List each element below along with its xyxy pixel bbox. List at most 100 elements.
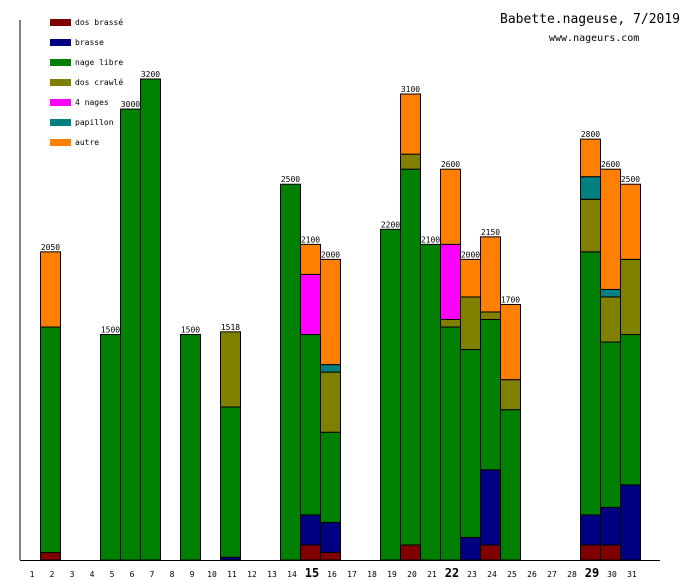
bar-segment-day-20-autre bbox=[400, 93, 421, 155]
x-tick-label-1: 1 bbox=[30, 570, 35, 579]
bar-segment-day-29-papillon bbox=[580, 176, 601, 200]
total-label-day-22: 2600 bbox=[441, 160, 460, 169]
legend-label-autre: autre bbox=[75, 138, 99, 147]
x-tick-label-2: 2 bbox=[50, 570, 55, 579]
x-tick-label-24: 24 bbox=[487, 570, 497, 579]
x-tick-label-21: 21 bbox=[427, 570, 437, 579]
bar-segment-day-23-nage-libre bbox=[460, 349, 481, 538]
bar-segment-day-23-dos-crawlé bbox=[460, 296, 481, 351]
bar-segment-day-15-4-nages bbox=[300, 273, 321, 336]
bar-segment-day-19-nage-libre bbox=[380, 228, 401, 561]
x-tick-label-22: 22 bbox=[445, 566, 459, 580]
bar-segment-day-29-dos-brassé bbox=[580, 544, 601, 561]
x-tick-label-14: 14 bbox=[287, 570, 297, 579]
bar-segment-day-30-dos-brassé bbox=[600, 544, 621, 561]
legend-label-brasse: brasse bbox=[75, 38, 104, 47]
x-tick-label-10: 10 bbox=[207, 570, 217, 579]
bar-segment-day-23-brasse bbox=[460, 536, 481, 561]
x-tick-label-7: 7 bbox=[150, 570, 155, 579]
legend-swatch-4-nages bbox=[50, 99, 71, 106]
bar-segment-day-29-nage-libre bbox=[580, 251, 601, 516]
bar-segment-day-15-autre bbox=[300, 243, 321, 275]
bar-segment-day-16-papillon bbox=[320, 364, 341, 373]
x-tick-label-6: 6 bbox=[130, 570, 135, 579]
x-tick-label-15: 15 bbox=[305, 566, 319, 580]
total-label-day-30: 2600 bbox=[601, 160, 620, 169]
x-tick-label-30: 30 bbox=[607, 570, 617, 579]
total-label-day-16: 2000 bbox=[321, 250, 340, 259]
bar-segment-day-31-nage-libre bbox=[620, 334, 641, 486]
x-tick-label-31: 31 bbox=[627, 570, 637, 579]
legend-label-nage-libre: nage libre bbox=[75, 58, 123, 67]
bar-segment-day-11-dos-crawlé bbox=[220, 331, 241, 408]
legend-label-dos-brassé: dos brassé bbox=[75, 17, 123, 27]
total-label-day-9: 1500 bbox=[181, 326, 200, 335]
bar-segment-day-16-brasse bbox=[320, 521, 341, 553]
bar-segment-day-31-dos-crawlé bbox=[620, 258, 641, 336]
total-label-day-23: 2000 bbox=[461, 250, 480, 259]
total-label-day-7: 3200 bbox=[141, 70, 160, 79]
legend-label-papillon: papillon bbox=[75, 118, 114, 127]
bar-segment-day-20-dos-crawlé bbox=[400, 153, 421, 170]
bar-segment-day-6-nage-libre bbox=[120, 108, 141, 561]
x-tick-label-20: 20 bbox=[407, 570, 417, 579]
x-tick-label-26: 26 bbox=[527, 570, 537, 579]
chart-title: Babette.nageuse, 7/2019 bbox=[500, 12, 680, 27]
x-tick-label-27: 27 bbox=[547, 570, 557, 579]
bar-segment-day-20-nage-libre bbox=[400, 168, 421, 546]
legend-swatch-papillon bbox=[50, 119, 71, 126]
total-label-day-2: 2050 bbox=[41, 243, 60, 252]
bar-segment-day-16-nage-libre bbox=[320, 431, 341, 523]
x-tick-label-3: 3 bbox=[70, 570, 75, 579]
x-tick-label-4: 4 bbox=[90, 570, 95, 579]
bar-segment-day-5-nage-libre bbox=[100, 334, 121, 561]
bar-segment-day-15-nage-libre bbox=[300, 334, 321, 516]
bar-segment-day-9-nage-libre bbox=[180, 334, 201, 561]
bar-segment-day-24-brasse bbox=[480, 469, 501, 546]
bar-segment-day-29-brasse bbox=[580, 514, 601, 546]
total-label-day-19: 2200 bbox=[381, 220, 400, 229]
x-tick-label-11: 11 bbox=[227, 570, 237, 579]
legend-label-4-nages: 4 nages bbox=[75, 98, 109, 107]
x-tick-label-23: 23 bbox=[467, 570, 477, 579]
bar-segment-day-23-autre bbox=[460, 258, 481, 298]
x-tick-label-28: 28 bbox=[567, 570, 577, 579]
legend-swatch-nage-libre bbox=[50, 59, 71, 66]
bar-segment-day-31-autre bbox=[620, 183, 641, 260]
total-label-day-15: 2100 bbox=[301, 235, 320, 244]
total-label-day-24: 2150 bbox=[481, 228, 500, 237]
bar-segment-day-22-nage-libre bbox=[440, 326, 461, 561]
bar-segment-day-16-dos-brassé bbox=[320, 551, 341, 561]
total-label-day-31: 2500 bbox=[621, 175, 640, 184]
bar-segment-day-29-autre bbox=[580, 138, 601, 178]
bar-segment-day-30-autre bbox=[600, 168, 621, 290]
x-tick-label-18: 18 bbox=[367, 570, 377, 579]
total-label-day-14: 2500 bbox=[281, 175, 300, 184]
bar-segment-day-29-dos-crawlé bbox=[580, 198, 601, 253]
x-tick-label-29: 29 bbox=[585, 566, 599, 580]
x-tick-label-5: 5 bbox=[110, 570, 115, 579]
bar-segment-day-16-autre bbox=[320, 258, 341, 366]
bar-segment-day-24-dos-crawlé bbox=[480, 311, 501, 320]
legend-swatch-dos-brassé bbox=[50, 19, 71, 26]
bar-segment-day-30-dos-crawlé bbox=[600, 296, 621, 343]
bar-segment-day-25-nage-libre bbox=[500, 409, 521, 561]
x-tick-label-13: 13 bbox=[267, 570, 277, 579]
bar-segment-day-16-dos-crawlé bbox=[320, 371, 341, 433]
total-label-day-11: 1518 bbox=[221, 323, 240, 332]
total-label-day-29: 2800 bbox=[581, 130, 600, 139]
chart-subtitle: www.nageurs.com bbox=[549, 33, 639, 44]
legend-label-dos-crawlé: dos crawlé bbox=[75, 77, 123, 87]
legend-swatch-autre bbox=[50, 139, 71, 146]
bar-segment-day-31-brasse bbox=[620, 484, 641, 561]
bar-segment-day-24-dos-brassé bbox=[480, 544, 501, 561]
x-tick-label-16: 16 bbox=[327, 570, 337, 579]
bar-segment-day-21-nage-libre bbox=[420, 243, 441, 561]
bar-segment-day-2-dos-brassé bbox=[40, 551, 61, 561]
total-label-day-25: 1700 bbox=[501, 295, 520, 304]
x-tick-label-25: 25 bbox=[507, 570, 517, 579]
x-tick-label-12: 12 bbox=[247, 570, 257, 579]
legend: dos brassé brasse nage libre dos crawlé 4 na… bbox=[50, 17, 123, 147]
